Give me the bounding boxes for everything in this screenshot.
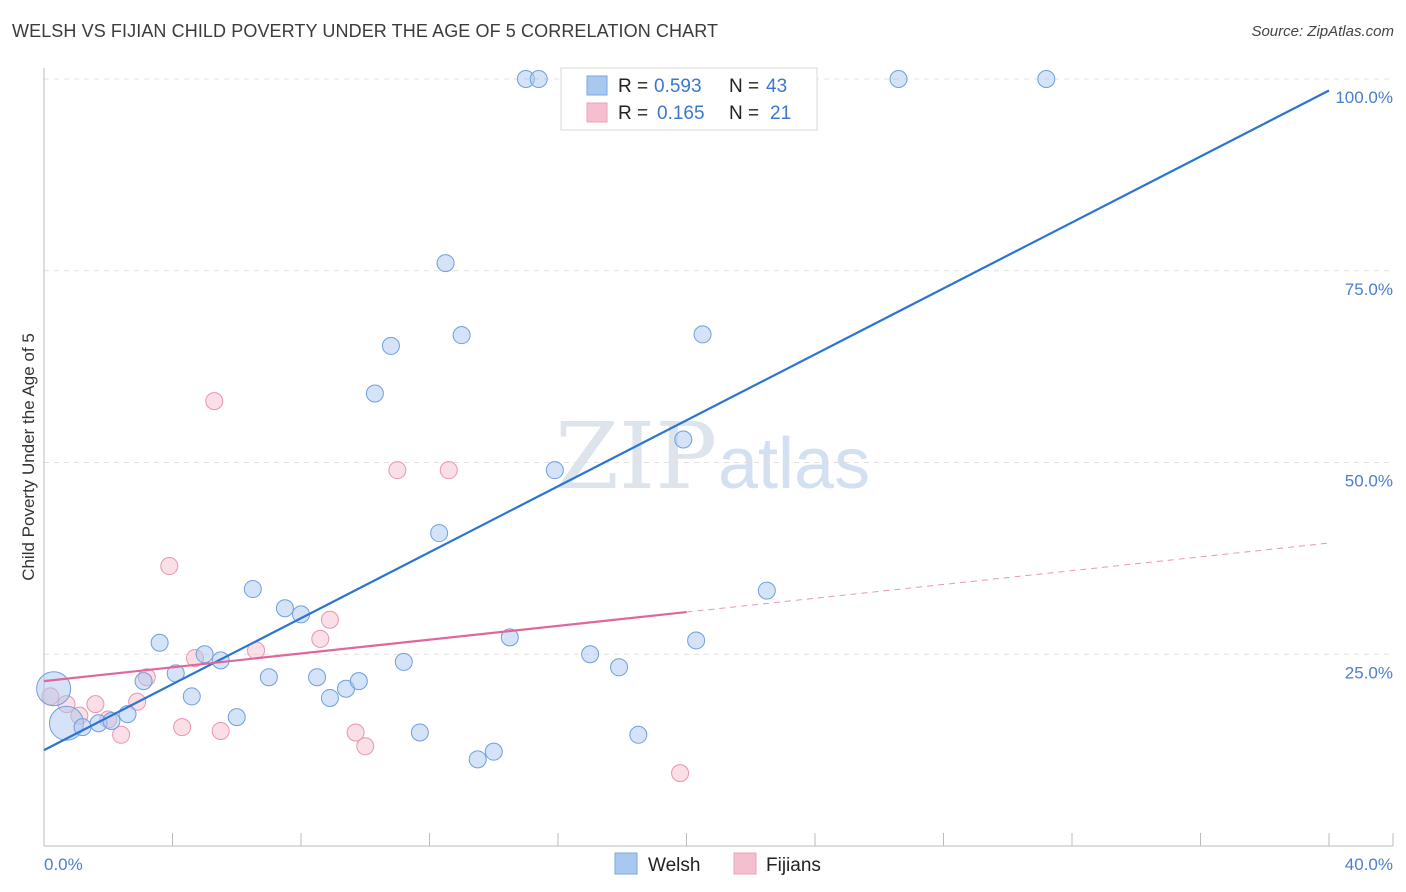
welsh-point	[349, 672, 368, 691]
x-tick-label-max: 40.0%	[1345, 855, 1393, 874]
fijians-point	[173, 718, 192, 737]
fijians-point	[205, 392, 224, 411]
series-legend: Welsh Fijians	[614, 852, 821, 876]
fijians-trend-line	[43, 610, 687, 683]
welsh-point	[610, 658, 629, 677]
welsh-point	[452, 326, 471, 345]
welsh-point	[545, 461, 564, 480]
fijians-point	[356, 737, 375, 756]
welsh-point	[243, 580, 262, 599]
watermark-atlas: atlas	[718, 424, 870, 504]
welsh-point	[365, 384, 384, 403]
fijians-n-label: N =	[729, 103, 759, 124]
fijians-point	[211, 721, 230, 740]
welsh-point	[134, 672, 153, 691]
welsh-point	[757, 581, 776, 600]
fijians-point	[439, 461, 458, 480]
welsh-point	[674, 430, 693, 449]
fijians-r-label: R =	[618, 103, 648, 124]
welsh-legend-swatch	[586, 75, 608, 96]
welsh-point	[259, 668, 278, 687]
welsh-point	[227, 708, 246, 727]
welsh-point	[581, 645, 600, 664]
legend-fijians-label: Fijians	[766, 855, 821, 876]
fijians-n-value: 21	[770, 103, 791, 124]
y-tick-label-25: 25.0%	[1345, 663, 1393, 682]
x-tick-label-min: 0.0%	[44, 855, 83, 874]
welsh-point	[1037, 70, 1056, 88]
y-tick-label-75: 75.0%	[1345, 280, 1393, 299]
legend-fijians-label-swatch	[733, 852, 757, 875]
watermark-zip: ZIP	[555, 403, 717, 510]
welsh-points	[36, 70, 1056, 769]
welsh-point	[195, 645, 214, 664]
welsh-point	[468, 750, 487, 769]
welsh-point	[410, 723, 429, 742]
welsh-point	[629, 725, 648, 744]
y-axis-label: Child Poverty Under the Age of 5	[19, 333, 38, 581]
fijians-point	[311, 629, 330, 648]
fijians-point	[388, 461, 407, 480]
y-tick-label-100: 100.0%	[1335, 88, 1393, 107]
source-note: Source: ZipAtlas.com	[1251, 23, 1394, 40]
welsh-point	[381, 336, 400, 355]
fijians-r-value: 0.165	[657, 103, 705, 124]
fijians-point	[320, 610, 339, 629]
fijians-point	[86, 695, 105, 714]
welsh-point	[430, 524, 449, 543]
gridlines	[44, 78, 1393, 655]
fijians-point	[112, 725, 131, 744]
welsh-point	[275, 599, 294, 618]
welsh-point	[687, 631, 706, 650]
welsh-point	[182, 687, 201, 706]
stats-legend: R = 0.593 N = 43 R = 0.165 N = 21	[560, 67, 818, 131]
welsh-r-label: R =	[618, 76, 648, 97]
welsh-point	[693, 325, 712, 344]
welsh-point	[436, 254, 455, 273]
welsh-trend-line	[43, 89, 1330, 752]
fijians-point	[671, 764, 690, 783]
fijians-point	[346, 723, 365, 742]
welsh-point	[889, 70, 908, 88]
welsh-r-value: 0.593	[654, 76, 702, 97]
welsh-point	[150, 633, 169, 652]
fijians-trend-extension	[686, 542, 1330, 613]
welsh-n-label: N =	[729, 76, 759, 97]
welsh-point	[320, 688, 339, 707]
x-axis-ticks	[43, 833, 1394, 846]
chart-title: WELSH VS FIJIAN CHILD POVERTY UNDER THE …	[12, 21, 719, 41]
y-tick-label-50: 50.0%	[1345, 472, 1393, 491]
y-tick-labels: 25.0% 50.0% 75.0% 100.0%	[1335, 88, 1393, 682]
welsh-n-value: 43	[766, 76, 787, 97]
fijians-legend-swatch	[586, 102, 608, 123]
welsh-point	[484, 742, 503, 761]
legend-welsh-swatch	[614, 852, 638, 875]
welsh-point	[394, 652, 413, 671]
legend-welsh-label: Welsh	[648, 855, 700, 876]
trend-lines	[43, 89, 1330, 752]
welsh-point	[500, 628, 519, 647]
welsh-point	[529, 70, 548, 88]
welsh-point	[36, 671, 72, 707]
fijians-point	[160, 557, 179, 576]
welsh-point	[308, 668, 327, 687]
